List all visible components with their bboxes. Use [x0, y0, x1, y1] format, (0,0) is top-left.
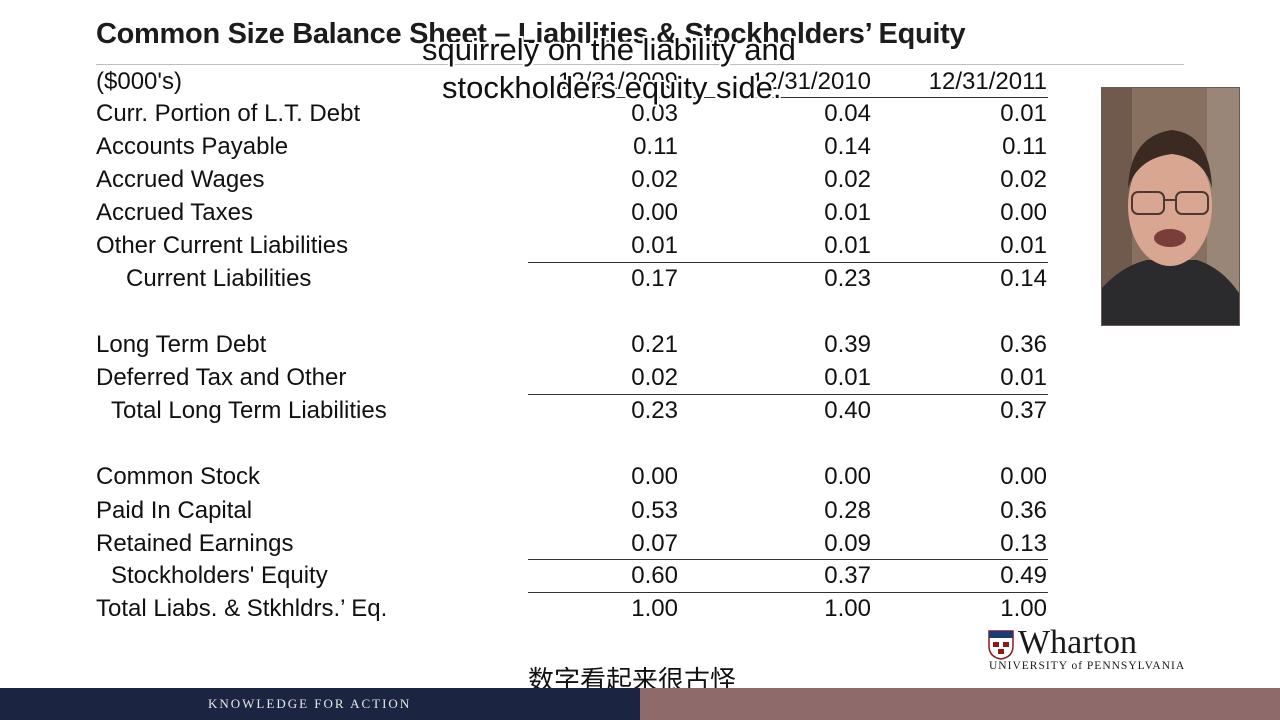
column-header-2011: 12/31/2011	[928, 68, 1047, 95]
row-label: Current Liabilities	[126, 265, 312, 292]
cell-value: 0.53	[631, 497, 678, 524]
table-row: Accrued Taxes 0.00 0.01 0.00	[0, 199, 1100, 232]
subtitle-line-2: stockholders equity side.	[442, 70, 782, 105]
cell-value: 0.21	[631, 331, 678, 358]
logo-wordmark: Wharton	[1018, 624, 1137, 661]
cell-value: 0.11	[1002, 133, 1047, 160]
cell-value: 0.39	[824, 331, 871, 358]
units-label: ($000's)	[96, 68, 182, 95]
cell-value: 0.11	[633, 133, 678, 160]
subtotal-rule	[528, 262, 1048, 263]
cell-value: 0.49	[1000, 562, 1047, 589]
row-label: Accrued Taxes	[96, 199, 253, 226]
cell-value: 0.01	[1000, 364, 1047, 391]
cell-value: 0.01	[824, 199, 871, 226]
cell-value: 0.01	[1000, 100, 1047, 127]
cell-value: 0.37	[824, 562, 871, 589]
cell-value: 0.00	[1000, 199, 1047, 226]
cell-value: 0.09	[824, 530, 871, 557]
cell-value: 0.23	[824, 265, 871, 292]
subtotal-row: Stockholders' Equity 0.60 0.37 0.49	[0, 562, 1100, 595]
cell-value: 1.00	[1000, 595, 1047, 622]
cell-value: 0.00	[1000, 463, 1047, 490]
presenter-video	[1101, 87, 1240, 326]
table-row: Paid In Capital 0.53 0.28 0.36	[0, 497, 1100, 530]
column-header-2009: 12/31/2009	[557, 68, 678, 95]
cell-value: 0.01	[824, 232, 871, 259]
wharton-logo: Wharton UNIVERSITY of PENNSYLVANIA	[988, 624, 1193, 673]
cell-value: 0.01	[1000, 232, 1047, 259]
cell-value: 0.17	[631, 265, 678, 292]
subtotal-rule	[528, 559, 1048, 560]
total-row: Total Liabs. & Stkhldrs.’ Eq. 1.00 1.00 …	[0, 595, 1100, 628]
row-label: Total Liabs. & Stkhldrs.’ Eq.	[96, 595, 388, 622]
row-label: Long Term Debt	[96, 331, 267, 358]
row-label: Paid In Capital	[96, 497, 253, 524]
cell-value: 0.14	[824, 133, 871, 160]
table-row: Accounts Payable 0.11 0.14 0.11	[0, 133, 1100, 166]
row-label: Accounts Payable	[96, 133, 289, 160]
footer-bar-right	[640, 688, 1280, 720]
cell-value: 0.02	[824, 166, 871, 193]
table-row: Retained Earnings 0.07 0.09 0.13	[0, 530, 1100, 563]
cell-value: 0.04	[824, 100, 871, 127]
cell-value: 0.37	[1000, 397, 1047, 424]
cell-value: 0.00	[631, 463, 678, 490]
cell-value: 1.00	[824, 595, 871, 622]
logo-subtitle: UNIVERSITY of PENNSYLVANIA	[989, 660, 1186, 672]
cell-value: 0.01	[631, 232, 678, 259]
table-row: Long Term Debt 0.21 0.39 0.36	[0, 331, 1100, 364]
cell-value: 0.02	[631, 166, 678, 193]
presenter-icon	[1102, 88, 1239, 325]
cell-value: 0.02	[1000, 166, 1047, 193]
row-label: Accrued Wages	[96, 166, 265, 193]
cell-value: 0.13	[1000, 530, 1047, 557]
header-underline	[528, 97, 1048, 98]
cell-value: 0.60	[631, 562, 678, 589]
table-row: Other Current Liabilities 0.01 0.01 0.01	[0, 232, 1100, 265]
table-row: Curr. Portion of L.T. Debt 0.03 0.04 0.0…	[0, 100, 1100, 133]
cell-value: 0.28	[824, 497, 871, 524]
cell-value: 0.14	[1000, 265, 1047, 292]
cell-value: 0.00	[631, 199, 678, 226]
footer-bar-left: KNOWLEDGE FOR ACTION	[0, 688, 640, 720]
cell-value: 0.36	[1000, 331, 1047, 358]
title-divider	[96, 64, 1184, 65]
cell-value: 0.00	[824, 463, 871, 490]
total-rule	[528, 592, 1048, 593]
cell-value: 0.02	[631, 364, 678, 391]
subtitle-line-1: squirrely on the liability and	[422, 32, 796, 67]
column-header-2010: 12/31/2010	[750, 68, 871, 95]
cell-value: 0.23	[631, 397, 678, 424]
slide-title: Common Size Balance Sheet – Liabilities …	[96, 18, 966, 50]
subtotal-row: Current Liabilities 0.17 0.23 0.14	[0, 265, 1100, 298]
row-label: Curr. Portion of L.T. Debt	[96, 100, 361, 127]
cell-value: 0.40	[824, 397, 871, 424]
row-label: Other Current Liabilities	[96, 232, 349, 259]
table-row: Deferred Tax and Other 0.02 0.01 0.01	[0, 364, 1100, 397]
table-row: Common Stock 0.00 0.00 0.00	[0, 463, 1100, 496]
cell-value: 0.03	[631, 100, 678, 127]
cell-value: 0.07	[631, 530, 678, 557]
row-label: Retained Earnings	[96, 530, 294, 557]
subtotal-rule	[528, 394, 1048, 395]
cell-value: 1.00	[631, 595, 678, 622]
row-label: Total Long Term Liabilities	[111, 397, 387, 424]
table-row: Accrued Wages 0.02 0.02 0.02	[0, 166, 1100, 199]
row-label: Stockholders' Equity	[111, 562, 328, 589]
row-label: Deferred Tax and Other	[96, 364, 347, 391]
row-label: Common Stock	[96, 463, 261, 490]
subtotal-row: Total Long Term Liabilities 0.23 0.40 0.…	[0, 397, 1100, 430]
cell-value: 0.01	[824, 364, 871, 391]
university-shield-icon	[988, 630, 1014, 660]
cell-value: 0.36	[1000, 497, 1047, 524]
footer-tagline: KNOWLEDGE FOR ACTION	[208, 696, 412, 711]
